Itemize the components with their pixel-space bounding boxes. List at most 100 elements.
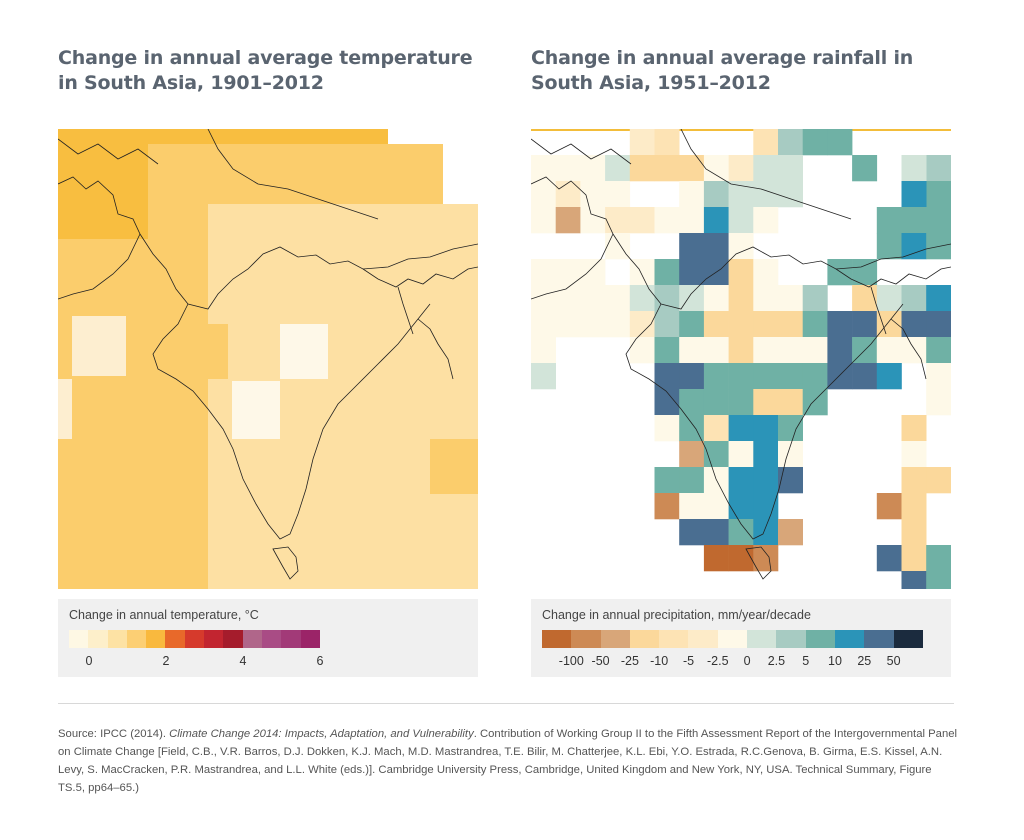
rainfall-grid-cell — [728, 467, 754, 494]
legend-tick-label: 0 — [743, 654, 751, 668]
rainfall-grid-cell — [728, 337, 754, 364]
rainfall-grid-cell — [629, 207, 655, 234]
legend-tick-label: -100 — [558, 654, 584, 668]
rainfall-grid-cell — [901, 493, 927, 520]
rainfall-grid-cell — [802, 337, 828, 364]
legend-swatch — [834, 630, 865, 648]
temperature-map-graphic — [58, 129, 478, 589]
legend-tick-label: -10 — [650, 654, 669, 668]
rainfall-grid-cell — [926, 571, 951, 589]
legend-tick-label: -2.5 — [707, 654, 729, 668]
rainfall-grid-cell — [876, 285, 902, 312]
rainfall-grid-cell — [703, 311, 729, 338]
temperature-legend: Change in annual temperature, °C 0 2 4 6 — [58, 599, 478, 677]
legend-swatch — [659, 630, 689, 648]
rainfall-grid-cell — [679, 181, 705, 208]
rainfall-grid-cell — [926, 467, 951, 494]
rainfall-grid-cell — [654, 155, 680, 182]
temperature-title-line2: in South Asia, 1901–2012 — [58, 72, 324, 94]
rainfall-grid-cell — [901, 155, 927, 182]
rainfall-grid-cell — [703, 337, 729, 364]
legend-swatch — [146, 630, 166, 648]
legend-swatch — [107, 630, 127, 648]
rainfall-grid-cell — [852, 155, 878, 182]
rainfall-grid-cell — [654, 415, 680, 442]
rainfall-grid-cell — [654, 337, 680, 364]
temperature-color-scale — [69, 630, 320, 648]
legend-swatch — [688, 630, 718, 648]
rainfall-grid-cell — [728, 545, 754, 572]
rainfall-grid-cell — [605, 207, 631, 234]
rainfall-grid-cell — [531, 363, 556, 390]
rainfall-grid-cell — [753, 467, 779, 494]
rainfall-grid-cell — [679, 207, 705, 234]
rainfall-grid-cell — [580, 259, 606, 286]
rainfall-grid-cell — [753, 441, 779, 468]
source-title: Climate Change 2014: Impacts, Adaptation… — [169, 728, 474, 740]
rainfall-grid-cell — [753, 415, 779, 442]
rainfall-grid-cell — [703, 233, 729, 260]
legend-swatch — [165, 630, 185, 648]
rainfall-grid-cell — [629, 337, 655, 364]
rainfall-grid-cell — [703, 519, 729, 546]
source-citation: Source: IPCC (2014). Climate Change 2014… — [58, 725, 958, 797]
rainfall-grid-cell — [728, 519, 754, 546]
rainfall-grid-cell — [654, 467, 680, 494]
legend-swatch — [223, 630, 243, 648]
rainfall-grid-cell — [531, 181, 556, 208]
rainfall-grid-cell — [753, 363, 779, 390]
rainfall-grid-cell — [531, 311, 556, 338]
rainfall-grid-cell — [901, 233, 927, 260]
rainfall-grid-cell — [926, 363, 951, 390]
legend-swatch — [864, 630, 894, 648]
rainfall-grid-cell — [901, 337, 927, 364]
rainfall-grid-cell — [555, 181, 581, 208]
legend-swatch — [805, 630, 835, 648]
rainfall-grid-cell — [728, 155, 754, 182]
rainfall-grid-cell — [901, 519, 927, 546]
rainfall-grid-cell — [629, 285, 655, 312]
rainfall-grid-cell — [679, 311, 705, 338]
rainfall-grid-cell — [926, 311, 951, 338]
legend-swatch — [69, 630, 89, 648]
rainfall-grid-cell — [580, 181, 606, 208]
rainfall-grid-cell — [753, 207, 779, 234]
rainfall-grid-cell — [679, 389, 705, 416]
rainfall-grid-cell — [802, 285, 828, 312]
rainfall-grid-cell — [703, 155, 729, 182]
rainfall-grid-cell — [703, 493, 729, 520]
rainfall-grid-cell — [926, 337, 951, 364]
rainfall-grid-cell — [728, 415, 754, 442]
legend-swatch — [893, 630, 923, 648]
rainfall-grid-cell — [876, 493, 902, 520]
rainfall-grid-cell — [753, 493, 779, 520]
legend-swatch — [717, 630, 748, 648]
rainfall-grid-cell — [778, 129, 803, 156]
rainfall-grid-cell — [580, 155, 606, 182]
rainfall-grid-cell — [901, 415, 927, 442]
rainfall-grid-cell — [580, 285, 606, 312]
rainfall-grid-cell — [728, 233, 754, 260]
legend-swatch — [204, 630, 224, 648]
legend-tick-label: -5 — [682, 654, 695, 668]
rainfall-grid-cell — [531, 337, 556, 364]
rainfall-grid-cell — [778, 155, 803, 182]
rainfall-grid-cell — [605, 181, 631, 208]
rainfall-grid-cell — [778, 389, 803, 416]
rainfall-grid-cell — [654, 129, 680, 156]
legend-tick-label: 5 — [802, 654, 810, 668]
rainfall-grid-cell — [654, 363, 680, 390]
legend-tick-label: 2 — [162, 654, 170, 668]
rainfall-grid-cell — [852, 363, 878, 390]
rainfall-grid-cell — [901, 181, 927, 208]
rainfall-grid-cell — [605, 155, 631, 182]
legend-swatch — [571, 630, 601, 648]
rainfall-grid-cell — [802, 129, 828, 156]
legend-tick-label: 6 — [316, 654, 324, 668]
rainfall-grid-cell — [531, 259, 556, 286]
rainfall-grid-cell — [827, 259, 853, 286]
rainfall-grid-cell — [876, 233, 902, 260]
legend-swatch — [629, 630, 660, 648]
rainfall-grid-cell — [876, 337, 902, 364]
rainfall-grid-cell — [778, 519, 803, 546]
